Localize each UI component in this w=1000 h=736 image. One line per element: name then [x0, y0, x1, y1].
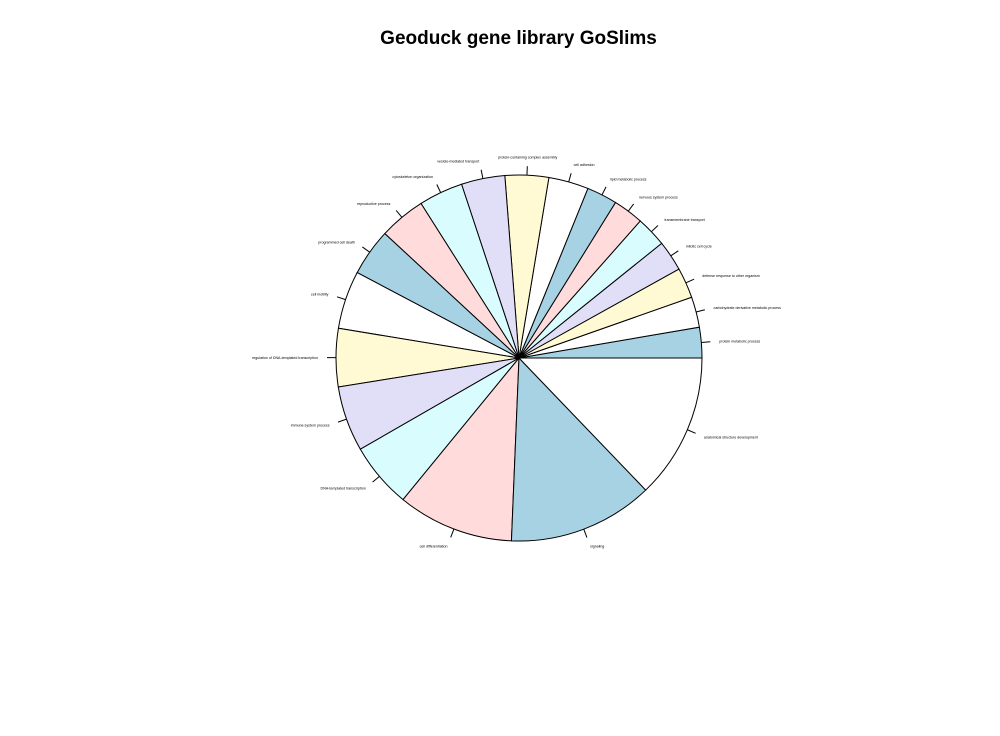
label-tick — [372, 475, 380, 483]
slice-label: defense response to other organism — [702, 274, 760, 278]
slice-label: lipid metabolic process — [610, 177, 647, 181]
slice-label: regulation of DNA-templated transcriptio… — [252, 356, 318, 360]
label-tick — [336, 296, 346, 301]
slice-label: transmembrane transport — [664, 218, 704, 222]
label-tick — [395, 210, 403, 218]
label-tick — [568, 173, 572, 183]
label-tick — [685, 278, 695, 284]
label-tick — [450, 528, 455, 538]
label-tick — [627, 203, 635, 212]
slice-label: protein metabolic process — [719, 340, 760, 344]
label-tick — [436, 184, 442, 193]
label-tick — [480, 169, 484, 179]
slice-label: nervous system process — [639, 195, 678, 199]
slice-label: carbohydrate derivative metabolic proces… — [714, 306, 782, 310]
slice-label: cytoskeleton organization — [392, 175, 433, 179]
slice-label: reproductive process — [357, 202, 391, 206]
label-tick — [337, 418, 347, 423]
label-ticks — [326, 166, 711, 538]
slice-label: cell differentiation — [420, 544, 448, 548]
label-tick — [651, 225, 659, 233]
slice-label: cell motility — [311, 292, 329, 296]
slice-label: mitotic cell cycle — [686, 244, 712, 248]
label-tick — [670, 250, 679, 257]
slice-label: programmed cell death — [318, 240, 355, 244]
label-tick — [701, 341, 711, 344]
label-tick — [696, 309, 705, 313]
pie-slice — [510, 356, 647, 542]
slice-label: anatomical structure development — [704, 435, 758, 439]
label-tick — [687, 429, 696, 434]
label-tick — [583, 528, 588, 538]
slice-label: signaling — [590, 544, 604, 548]
slice-label: cell adhesion — [574, 163, 595, 167]
slice-label: immune system process — [291, 424, 330, 428]
slice-label: DNA-templated transcription — [321, 486, 366, 490]
chart-title: Geoduck gene library GoSlims — [380, 28, 657, 49]
pie-slice — [402, 356, 520, 542]
label-tick — [601, 186, 607, 196]
label-tick — [362, 246, 370, 253]
slice-labels: protein metabolic process carbohydrate de… — [252, 156, 781, 549]
slice-label: protein-containing complex assembly — [498, 156, 557, 160]
slice-label: vesicle-mediated transport — [437, 159, 479, 163]
pie-slices — [335, 174, 703, 542]
